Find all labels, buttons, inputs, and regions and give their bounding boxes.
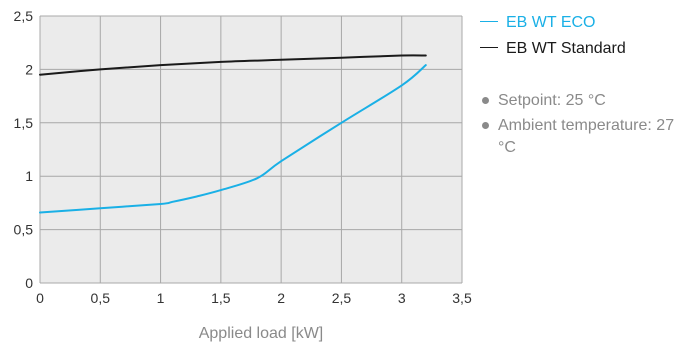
series-line-eb-wt-standard bbox=[39, 54, 427, 76]
note-ambient-temperature: Ambient temperature: 27 °C bbox=[480, 115, 695, 159]
x-tick-label: 2,5 bbox=[332, 290, 352, 306]
x-tick-label: 0,5 bbox=[91, 290, 111, 306]
x-tick-label: 3,5 bbox=[452, 290, 472, 306]
x-tick-label: 0 bbox=[36, 290, 44, 306]
y-axis-ticks: 0 0,5 1 1,5 2 2,5 bbox=[14, 8, 34, 291]
gridlines bbox=[39, 15, 463, 284]
y-tick-label: 2 bbox=[25, 61, 33, 77]
conditions-notes: Setpoint: 25 °C Ambient temperature: 27 … bbox=[480, 90, 695, 159]
legend-swatch-eco bbox=[480, 21, 498, 23]
y-tick-label: 2,5 bbox=[14, 8, 34, 24]
series-line-eb-wt-eco bbox=[39, 64, 427, 214]
y-tick-label: 0 bbox=[25, 275, 33, 291]
legend: EB WT ECO EB WT Standard Setpoint: 25 °C… bbox=[480, 10, 695, 162]
x-axis-ticks: 0 0,5 1 1,5 2 2,5 3 3,5 bbox=[36, 290, 472, 306]
line-chart: 0 0,5 1 1,5 2 2,5 0 0,5 1 1,5 2 2,5 3 3,5 Applied lo… bbox=[14, 8, 472, 342]
x-tick-label: 3 bbox=[398, 290, 406, 306]
legend-item-standard: EB WT Standard bbox=[480, 36, 695, 62]
y-tick-label: 0,5 bbox=[14, 222, 34, 238]
legend-label-eco: EB WT ECO bbox=[506, 14, 596, 31]
series-lines bbox=[39, 54, 427, 214]
x-axis-label: Applied load [kW] bbox=[199, 325, 324, 342]
x-tick-label: 2 bbox=[277, 290, 285, 306]
legend-swatch-standard bbox=[480, 47, 498, 49]
bullet-icon bbox=[482, 97, 489, 104]
legend-item-eco: EB WT ECO bbox=[480, 10, 695, 36]
y-tick-label: 1 bbox=[25, 168, 33, 184]
x-tick-label: 1,5 bbox=[211, 290, 231, 306]
y-tick-label: 1,5 bbox=[14, 115, 34, 131]
bullet-icon bbox=[482, 122, 489, 129]
note-ambient-text: Ambient temperature: 27 °C bbox=[498, 117, 675, 156]
note-setpoint: Setpoint: 25 °C bbox=[480, 90, 695, 112]
x-tick-label: 1 bbox=[157, 290, 165, 306]
legend-label-standard: EB WT Standard bbox=[506, 40, 626, 57]
note-setpoint-text: Setpoint: 25 °C bbox=[498, 92, 606, 109]
